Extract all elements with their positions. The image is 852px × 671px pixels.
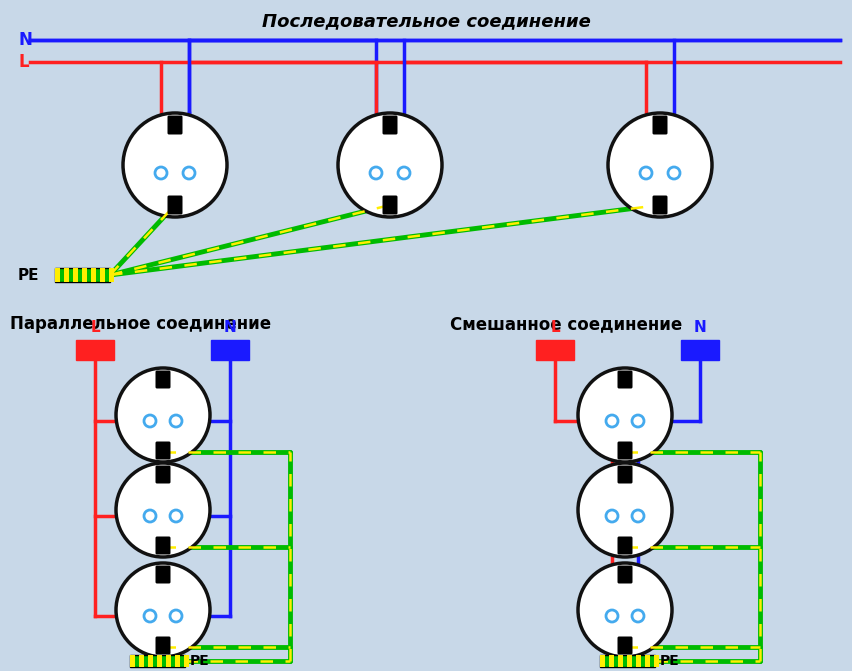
Circle shape [578,368,672,462]
Bar [627,655,632,667]
Bar [55,268,60,282]
FancyBboxPatch shape [168,195,182,215]
Text: PE: PE [18,268,39,282]
Bar [175,655,180,667]
Text: N: N [18,31,32,49]
Circle shape [668,167,680,179]
Circle shape [578,463,672,557]
Circle shape [170,415,182,427]
FancyBboxPatch shape [653,195,667,215]
Bar [109,268,114,282]
Bar [73,268,78,282]
Bar [600,655,605,667]
Text: Последовательное соединение: Последовательное соединение [262,12,590,30]
Bar [130,655,135,667]
Circle shape [155,167,167,179]
Text: PE: PE [190,654,210,668]
Bar [636,655,641,667]
Circle shape [144,610,156,622]
FancyBboxPatch shape [383,195,398,215]
Circle shape [578,563,672,657]
Text: L: L [90,320,100,335]
FancyBboxPatch shape [156,442,170,460]
Bar [609,655,614,667]
Bar [100,268,105,282]
Circle shape [606,415,618,427]
Text: L: L [550,320,560,335]
Bar [82,268,87,282]
Bar [211,340,249,360]
Text: N: N [694,320,706,335]
Circle shape [398,167,410,179]
Circle shape [608,113,712,217]
FancyBboxPatch shape [618,442,632,460]
Circle shape [116,563,210,657]
Circle shape [123,113,227,217]
FancyBboxPatch shape [156,466,170,484]
Circle shape [606,610,618,622]
Circle shape [144,510,156,522]
Bar [645,655,650,667]
FancyBboxPatch shape [618,566,632,584]
Circle shape [370,167,382,179]
Bar [166,655,171,667]
Bar [130,655,185,667]
Circle shape [632,610,644,622]
Bar [681,340,719,360]
Bar [184,655,189,667]
Bar [64,268,69,282]
FancyBboxPatch shape [156,537,170,554]
Circle shape [632,415,644,427]
FancyBboxPatch shape [653,115,667,134]
Circle shape [116,368,210,462]
Bar [654,655,659,667]
Circle shape [640,167,652,179]
FancyBboxPatch shape [618,466,632,484]
FancyBboxPatch shape [156,566,170,584]
Text: N: N [223,320,236,335]
Circle shape [183,167,195,179]
FancyBboxPatch shape [168,115,182,134]
Bar [618,655,623,667]
FancyBboxPatch shape [618,370,632,389]
Circle shape [338,113,442,217]
Bar [55,268,110,282]
Bar [536,340,574,360]
Text: Параллельное соединение: Параллельное соединение [10,315,271,333]
Circle shape [116,463,210,557]
Bar [139,655,144,667]
FancyBboxPatch shape [383,115,398,134]
Bar [76,340,114,360]
Bar [600,655,655,667]
Circle shape [170,510,182,522]
Text: Смешанное соединение: Смешанное соединение [450,315,682,333]
FancyBboxPatch shape [156,637,170,654]
FancyBboxPatch shape [156,370,170,389]
Text: L: L [18,53,29,71]
FancyBboxPatch shape [618,637,632,654]
Bar [157,655,162,667]
Circle shape [606,510,618,522]
Circle shape [632,510,644,522]
Text: PE: PE [660,654,680,668]
Circle shape [170,610,182,622]
Bar [91,268,96,282]
Bar [148,655,153,667]
FancyBboxPatch shape [618,537,632,554]
Circle shape [144,415,156,427]
